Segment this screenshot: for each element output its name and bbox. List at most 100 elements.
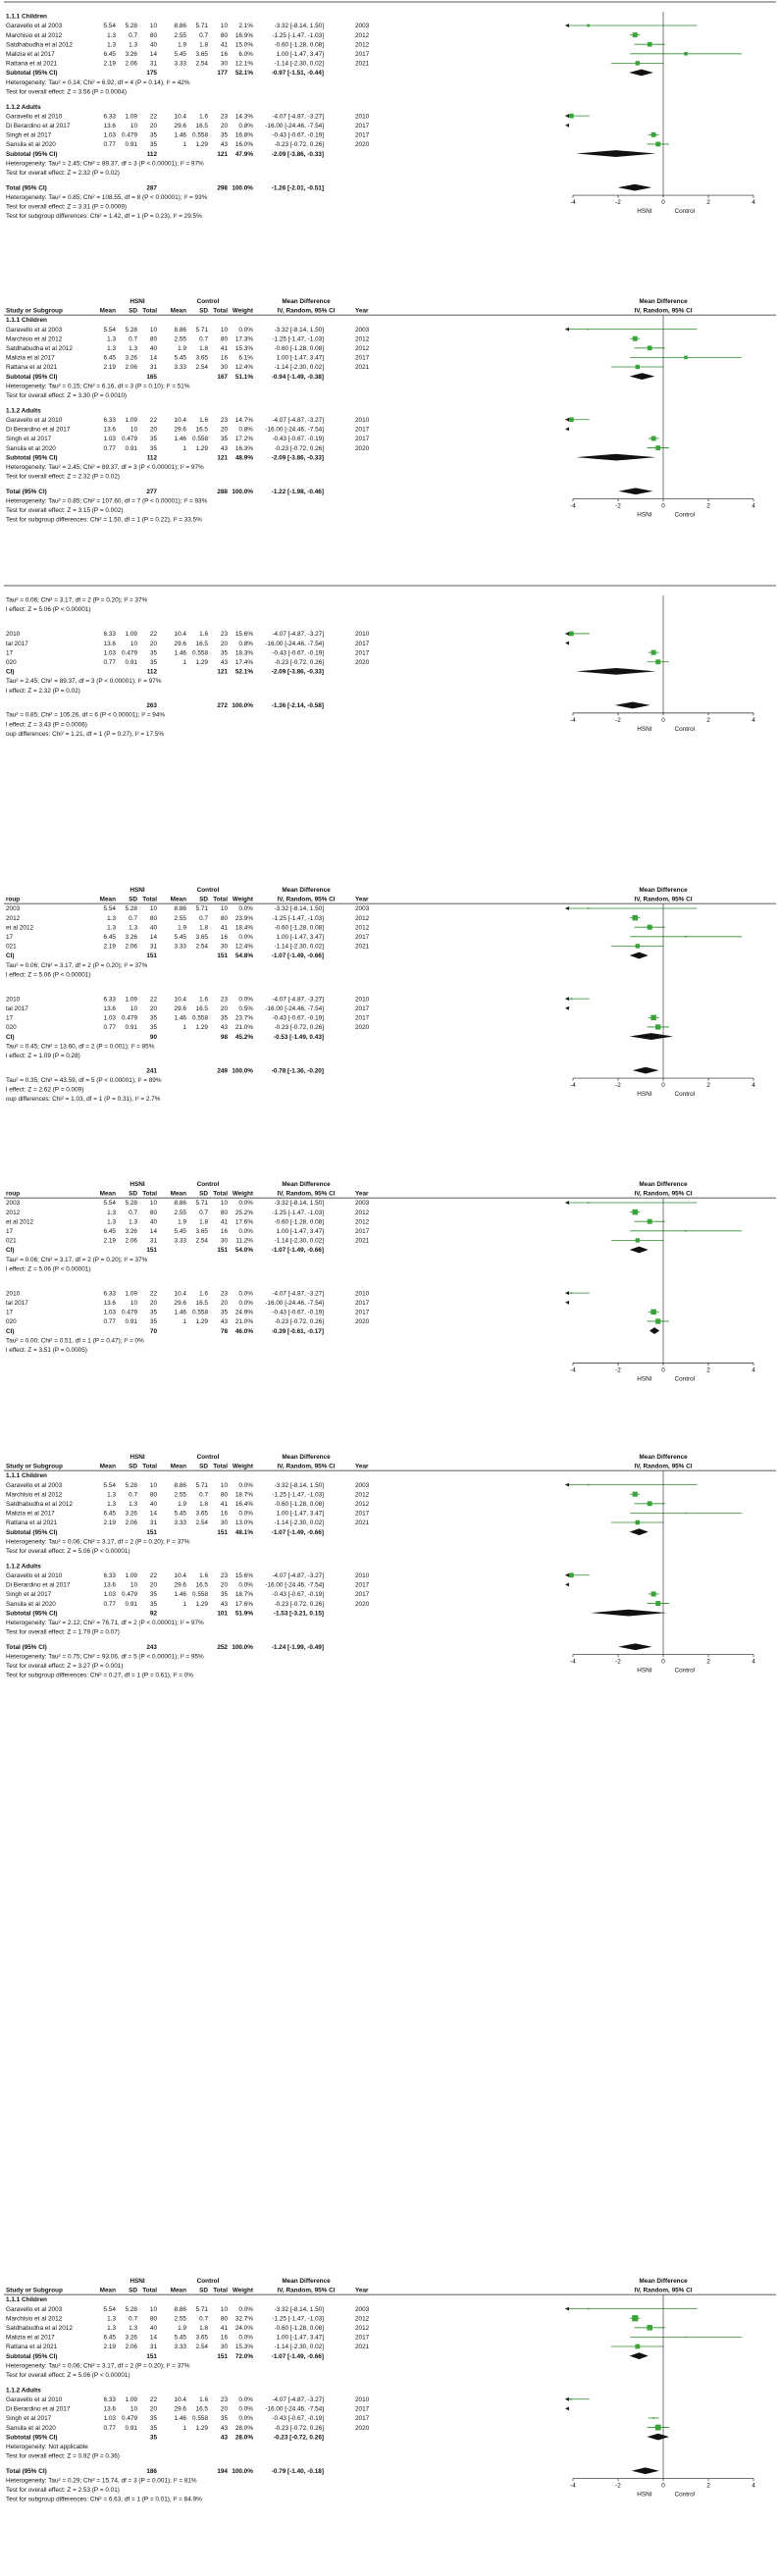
study-name: Di Berardino et al 2017 xyxy=(6,2406,71,2413)
control-total: 43 xyxy=(221,1318,229,1325)
md-plot-header: Mean Difference xyxy=(639,887,688,894)
control-total: 30 xyxy=(221,944,229,951)
weight: 12.4% xyxy=(235,364,253,371)
hsni-mean: 6.33 xyxy=(104,2396,117,2403)
year: 2003 xyxy=(355,1482,370,1489)
year: 2017 xyxy=(355,1310,370,1316)
favours-control-label: Control xyxy=(675,726,696,733)
year: 2003 xyxy=(355,327,370,334)
control-sd: 0.558 xyxy=(192,2415,208,2422)
forest-panel-4: HSNI Control Mean Difference Mean Differenc… xyxy=(4,887,776,1103)
control-mean: 1.9 xyxy=(178,2325,186,2332)
control-mean: 3.33 xyxy=(175,364,187,371)
x-axis: -4 -2 0 2 4 HSNI Control xyxy=(570,498,755,519)
study-name: Rattana et al 2021 xyxy=(6,2344,58,2350)
study-name: Garavello et al 2010 xyxy=(6,417,63,424)
control-mean: 1.46 xyxy=(175,436,187,442)
effect-square xyxy=(647,1218,652,1224)
control-total: 43 xyxy=(221,1601,229,1608)
x-tick-label: 4 xyxy=(752,2483,755,2490)
md-ci: -0.43 [-0.67, -0.19] xyxy=(272,1015,324,1022)
study-name: et al 2012 xyxy=(6,924,34,931)
subtotal-adults: Subtotal (95% CI) 112 121 48.9% -2.09 [-3.86… xyxy=(6,453,656,461)
effect-square xyxy=(647,41,652,47)
hsni-mean: 5.54 xyxy=(104,23,117,29)
control-sd: 16.5 xyxy=(196,1300,209,1307)
hsni-sd: 1.09 xyxy=(126,996,138,1003)
hsni-mean: 6.45 xyxy=(104,1228,117,1235)
hsni-total: 35 xyxy=(150,649,158,656)
total-summary-control-total: 249 xyxy=(217,1067,228,1074)
hsni-sd: 1.09 xyxy=(126,631,138,638)
subtotal-adults-control-total: 101 xyxy=(217,1610,228,1617)
total-header: Total xyxy=(142,2288,157,2294)
control-sd: 2.54 xyxy=(196,61,209,68)
x-tick-label: -4 xyxy=(570,717,576,724)
total-summary-hsni-total: 241 xyxy=(146,1067,157,1074)
hsni-total: 80 xyxy=(150,32,158,39)
hsni-mean: 0.77 xyxy=(104,2425,117,2432)
subtotal-children-ci: -1.07 [-1.49, -0.66] xyxy=(272,2353,324,2360)
favours-hsni-label: HSNI xyxy=(637,1375,651,1382)
subtotal-children-hsni-total: 151 xyxy=(146,1247,157,1254)
effect-square xyxy=(655,445,661,450)
year: 2017 xyxy=(355,436,370,442)
hsni-sd: 1.09 xyxy=(126,1572,138,1579)
md-sub-header: IV, Random, 95% CI xyxy=(277,897,335,903)
control-mean: 5.45 xyxy=(175,355,187,362)
md-ci: -4.07 [-4.87, -3.27] xyxy=(272,631,324,638)
control-sd: 0.558 xyxy=(192,649,208,656)
control-sd: 1.29 xyxy=(196,1318,209,1325)
control-total: 35 xyxy=(221,1310,229,1316)
weight: 0.0% xyxy=(238,1482,253,1489)
x-axis: -4 -2 0 2 4 HSNI Control xyxy=(570,1077,755,1098)
weight: 6.1% xyxy=(238,355,253,362)
control-total: 10 xyxy=(221,2306,229,2313)
subtotal-adults-ci: -2.09 [-3.86, -0.33] xyxy=(272,454,324,461)
subtotal-adults-hsni-total: 92 xyxy=(150,1610,158,1617)
weight: 16.9% xyxy=(235,32,253,39)
control-mean: 1.9 xyxy=(178,924,186,931)
total-header: Total xyxy=(142,897,157,903)
study-header: roup xyxy=(6,1191,20,1198)
total-header: Total xyxy=(213,897,228,903)
control-sd: 2.54 xyxy=(196,1520,209,1526)
weight: 0.0% xyxy=(238,2396,253,2403)
ci-arrow-left xyxy=(565,631,569,636)
year: 2010 xyxy=(355,113,370,120)
control-total: 80 xyxy=(221,915,229,922)
year: 2003 xyxy=(355,23,370,29)
effect-square xyxy=(650,436,656,441)
table-row: 2010 6.33 1.09 22 10.4 1.6 23 15.6% -4.07 [-4.87… xyxy=(6,631,590,638)
weight: 17.3% xyxy=(235,335,253,342)
control-mean: 1 xyxy=(182,659,186,666)
effect-square xyxy=(587,1483,590,1486)
favours-hsni-label: HSNI xyxy=(637,726,651,733)
x-tick-label: -4 xyxy=(570,2483,576,2490)
control-group-header: Control xyxy=(197,1454,220,1461)
weight: 18.7% xyxy=(235,1491,253,1498)
total-summary: Total (95% CI) 277 288 100.0% -1.22 [-1.98, … xyxy=(6,488,653,495)
overall-effect-children: Test for overall effect: Z = 3.56 (P = 0… xyxy=(6,88,127,95)
hsni-group-header: HSNI xyxy=(130,887,144,894)
md-plot-sub-header: IV, Random, 95% CI xyxy=(634,1191,692,1198)
x-axis: -4 -2 0 2 4 HSNI Control xyxy=(570,1363,755,1382)
year: 2017 xyxy=(355,2335,370,2342)
control-sd: 3.65 xyxy=(196,1228,209,1235)
study-name: 2010 xyxy=(6,1290,21,1297)
effect-square xyxy=(635,944,640,949)
overall-effect-adults: l effect: Z = 2.32 (P = 0.02) xyxy=(6,688,80,695)
x-tick-label: 2 xyxy=(706,2483,710,2490)
md-ci: -1.25 [-1.47, -1.03] xyxy=(272,32,324,39)
x-tick-label: 2 xyxy=(706,717,710,724)
ci-arrow-left xyxy=(565,997,569,1002)
overall-effect-children: l effect: Z = 5.06 (P < 0.00001) xyxy=(6,606,90,613)
md-ci: -1.14 [-2.30, 0.02] xyxy=(275,364,325,371)
hsni-total: 31 xyxy=(150,364,158,371)
total-summary-label: Total (95% CI) xyxy=(6,184,47,191)
study-name: 021 xyxy=(6,1238,17,1245)
effect-square xyxy=(569,417,574,423)
year-header: Year xyxy=(355,308,369,315)
ci-arrow-left xyxy=(565,1300,569,1305)
control-mean: 1.9 xyxy=(178,1501,186,1508)
